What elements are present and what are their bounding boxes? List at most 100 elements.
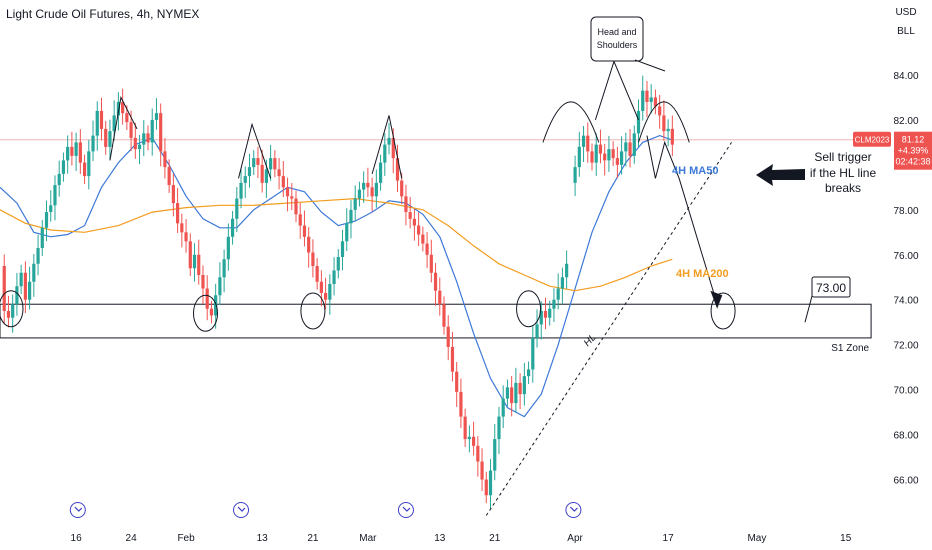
candle-body (404, 196, 408, 213)
x-tick-label: 24 (126, 533, 138, 544)
s1-zone-rect (0, 303, 872, 339)
candle-body (552, 299, 556, 309)
candle-body (290, 196, 294, 199)
hl-trendline (485, 142, 732, 516)
candle-body (159, 113, 163, 152)
peak-caret (371, 115, 403, 179)
candle-body (116, 101, 120, 116)
candle-body (154, 113, 159, 120)
support-circle (516, 290, 542, 328)
candle-body (649, 97, 653, 102)
candle-body (340, 241, 345, 258)
x-tick-label: May (747, 533, 766, 544)
candle-body (264, 169, 268, 183)
price-tag-change: +4.39% (898, 146, 929, 156)
candle-body (218, 277, 222, 296)
candle-body (607, 149, 611, 161)
candle-body (40, 227, 44, 249)
candle-body (408, 212, 412, 219)
candle-body (620, 151, 624, 165)
sell-trigger-arrow (756, 164, 805, 186)
x-tick-label: 21 (489, 533, 501, 544)
candle-body (539, 310, 543, 325)
candle-body (349, 209, 353, 224)
candle-body (611, 149, 615, 159)
candle-body (49, 205, 53, 213)
y-tick-label: 70.00 (893, 386, 918, 397)
candle-body (366, 182, 370, 188)
candle-body (214, 295, 218, 316)
candle-body (412, 218, 416, 226)
candle-body (307, 236, 311, 253)
candle-body (146, 133, 150, 143)
candle-body (319, 281, 323, 293)
labels-layer: Head and Shoulders 4H MA50 4H MA200 Sell tri… (69, 16, 876, 518)
target-callout: 73.00 (804, 276, 851, 323)
candle-body (522, 376, 526, 395)
ma200-label: 4H MA200 (676, 268, 729, 280)
candle-body (23, 272, 27, 300)
candle-body (362, 182, 366, 190)
candle-body (11, 304, 15, 318)
chart-title: Light Crude Oil Futures, 4h, NYMEX (6, 7, 200, 21)
x-tick-label: 15 (840, 533, 852, 544)
candle-body (476, 445, 480, 462)
peak-caret (238, 122, 272, 179)
callout-line-2: Shoulders (597, 40, 638, 50)
y-tick-label: 74.00 (893, 296, 918, 307)
price-layer (2, 75, 674, 509)
x-tick-label: 16 (71, 533, 83, 544)
moving-averages-layer (0, 134, 673, 418)
candle-body (150, 119, 154, 143)
candle-body (167, 167, 171, 186)
candle-body (311, 252, 315, 267)
candle-body (70, 146, 74, 156)
callout-box (590, 16, 644, 62)
ma50-label: 4H MA50 (672, 165, 718, 177)
candle-body (260, 164, 264, 183)
currency-label-bottom: BLL (897, 26, 915, 37)
candle-body (370, 187, 374, 197)
candle-body (425, 243, 429, 255)
candle-body (315, 266, 319, 282)
candle-body (488, 470, 493, 496)
candle-body (438, 290, 442, 305)
candle-body (201, 275, 205, 289)
candle-body (197, 254, 201, 275)
candle-body (383, 144, 387, 163)
candle-body (463, 416, 467, 440)
candle-body (565, 263, 569, 278)
candle-body (142, 133, 146, 145)
candle-body (658, 106, 662, 116)
candle-body (641, 90, 645, 111)
candle-body (176, 203, 180, 224)
candle-body (590, 151, 594, 163)
candle-body (129, 122, 133, 138)
candle-body (57, 173, 61, 186)
candle-body (459, 391, 463, 417)
candle-body (256, 158, 260, 165)
x-tick-label: Mar (359, 533, 377, 544)
candle-body (302, 225, 307, 237)
sell-trigger-line-1: Sell trigger (814, 150, 871, 164)
y-tick-label: 82.00 (893, 116, 918, 127)
left-shoulder-arc (542, 101, 600, 143)
symbol-tag (853, 131, 891, 147)
candle-body (184, 232, 188, 242)
support-circle (300, 292, 326, 330)
candle-body (484, 479, 488, 496)
candle-body (493, 439, 497, 471)
x-tick-label: 13 (434, 533, 446, 544)
candle-body (328, 283, 332, 300)
event-marker-arrow (237, 506, 246, 512)
candle-body (433, 272, 438, 291)
candle-body (624, 142, 628, 152)
projection-arrowhead (710, 290, 723, 309)
ma-line-ma200 (0, 197, 673, 292)
ma-line-ma50 (0, 134, 673, 418)
x-tick-label: 13 (257, 533, 269, 544)
candle-body (472, 436, 476, 446)
candle-body (526, 369, 531, 377)
candle-body (442, 304, 446, 327)
